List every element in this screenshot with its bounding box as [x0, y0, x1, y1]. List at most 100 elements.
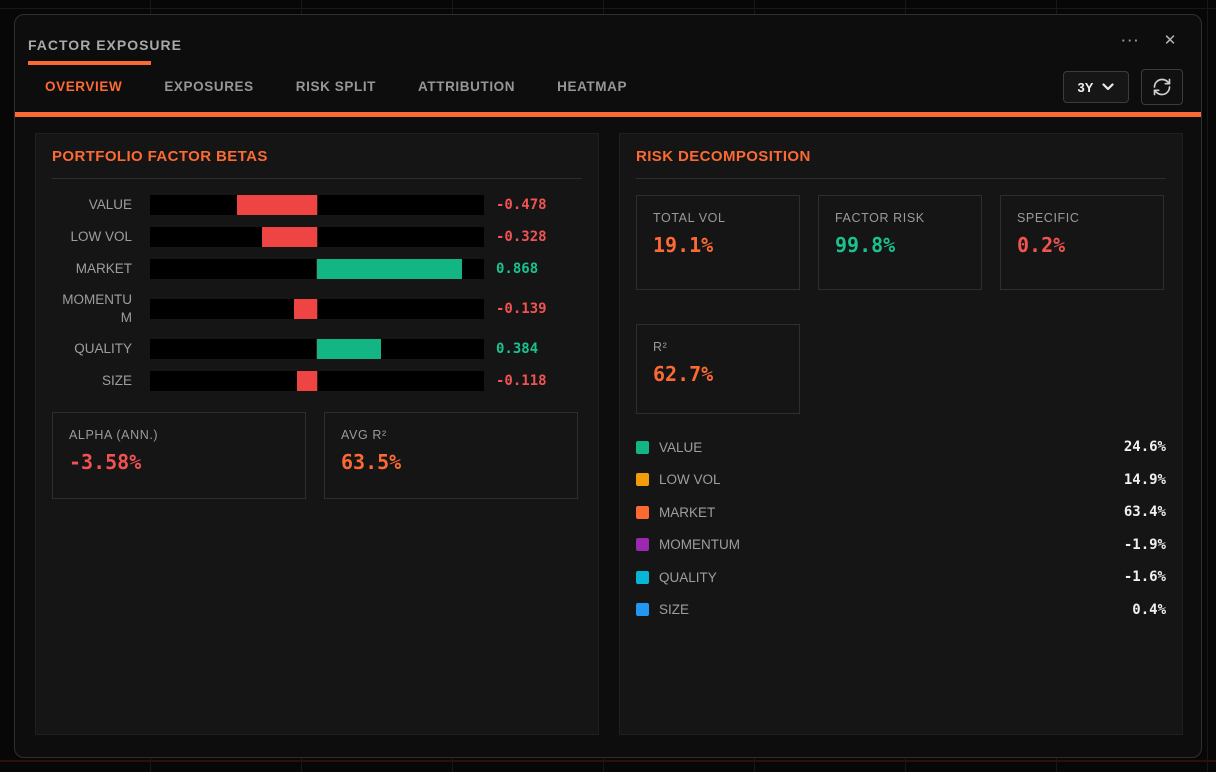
legend-value: 63.4%: [1123, 504, 1166, 521]
period-dropdown[interactable]: 3Y: [1063, 71, 1129, 103]
beta-label: MARKET: [75, 261, 132, 276]
zero-baseline: [316, 195, 318, 215]
legend-row-momentum: MOMENTUM -1.9%: [636, 529, 1166, 562]
chevron-down-icon: [1102, 83, 1115, 91]
stat-value: 0.2%: [1017, 233, 1066, 257]
tab-risk-split[interactable]: RISK SPLIT: [295, 79, 377, 94]
stat-value: 99.8%: [835, 233, 896, 257]
beta-bar-track: [150, 195, 484, 215]
beta-row-quality: QUALITY 0.384: [52, 339, 582, 359]
title-accent-bar: [28, 61, 151, 65]
window-title: FACTOR EXPOSURE: [28, 37, 182, 53]
beta-bar: [237, 195, 317, 215]
legend-value: 24.6%: [1123, 439, 1166, 456]
betas-stat-cards: ALPHA (ANN.) -3.58% AVG R² 63.5%: [52, 412, 582, 499]
zero-baseline: [316, 371, 318, 391]
beta-bar-track: [150, 339, 484, 359]
stat-card-factor-risk: FACTOR RISK 99.8%: [818, 195, 982, 290]
legend-label: MOMENTUM: [659, 537, 740, 553]
beta-value: -0.478: [496, 197, 547, 213]
tab-attribution[interactable]: ATTRIBUTION: [418, 79, 516, 94]
tab-exposures[interactable]: EXPOSURES: [164, 79, 254, 94]
legend-swatch-icon: [636, 603, 649, 617]
beta-row-momentum: MOMENTUM -0.139: [52, 291, 582, 327]
beta-label: SIZE: [101, 373, 132, 388]
stat-value: 62.7%: [653, 362, 714, 386]
more-options-button[interactable]: ···: [1113, 27, 1149, 53]
stat-card-r-: R² 62.7%: [636, 324, 800, 414]
zero-baseline: [316, 227, 318, 247]
beta-bar: [317, 339, 382, 359]
legend-row-value: VALUE 24.6%: [636, 431, 1166, 464]
beta-bar: [297, 371, 317, 391]
stat-label: TOTAL VOL: [653, 211, 726, 225]
beta-row-value: VALUE -0.478: [52, 195, 582, 215]
legend-row-low-vol: LOW VOL 14.9%: [636, 464, 1166, 497]
beta-row-size: SIZE -0.118: [52, 371, 582, 391]
divider: [636, 178, 1166, 179]
legend-value: 0.4%: [1132, 601, 1166, 618]
beta-label: VALUE: [88, 197, 132, 212]
risk-contribution-legend: VALUE 24.6% LOW VOL 14.9% MARKET 63.4% MOMENTU…: [636, 431, 1166, 626]
risk-decomposition-panel: RISK DECOMPOSITION TOTAL VOL 19.1% FACTOR …: [619, 133, 1183, 735]
legend-label: SIZE: [659, 602, 690, 618]
beta-row-low-vol: LOW VOL -0.328: [52, 227, 582, 247]
tab-heatmap[interactable]: HEATMAP: [557, 79, 628, 94]
panel-title: RISK DECOMPOSITION: [636, 148, 811, 165]
stat-card-avg-r-: AVG R² 63.5%: [324, 412, 578, 499]
legend-label: MARKET: [659, 504, 716, 520]
legend-label: QUALITY: [659, 569, 717, 585]
legend-swatch-icon: [636, 505, 649, 519]
beta-bar-track: [150, 227, 484, 247]
beta-bar: [293, 299, 317, 319]
beta-label: LOW VOL: [70, 229, 132, 244]
legend-row-quality: QUALITY -1.6%: [636, 561, 1166, 594]
header-accent-rule: [15, 112, 1201, 117]
beta-value: -0.139: [496, 301, 547, 317]
tab-bar: OVERVIEW EXPOSURES RISK SPLIT ATTRIBUTION HE…: [45, 79, 627, 94]
panel-title: PORTFOLIO FACTOR BETAS: [52, 148, 268, 165]
legend-value: -1.6%: [1123, 569, 1166, 586]
legend-row-market: MARKET 63.4%: [636, 496, 1166, 529]
period-value: 3Y: [1077, 79, 1094, 95]
legend-label: VALUE: [659, 439, 703, 455]
legend-value: -1.9%: [1123, 536, 1166, 553]
legend-swatch-icon: [636, 538, 649, 552]
beta-value: 0.868: [496, 261, 539, 277]
factor-exposure-dialog: FACTOR EXPOSURE ··· ✕ OVERVIEW EXPOSURES R…: [14, 14, 1202, 758]
refresh-button[interactable]: [1141, 69, 1183, 105]
stat-label: R²: [653, 340, 668, 354]
zero-baseline: [316, 299, 318, 319]
background-table-line: [0, 8, 1216, 9]
beta-bar: [262, 227, 317, 247]
legend-value: 14.9%: [1123, 471, 1166, 488]
beta-label: QUALITY: [74, 341, 132, 356]
beta-value: 0.384: [496, 341, 539, 357]
stat-card-specific: SPECIFIC 0.2%: [1000, 195, 1164, 290]
beta-bar-track: [150, 371, 484, 391]
stat-value: 19.1%: [653, 233, 714, 257]
close-button[interactable]: ✕: [1155, 25, 1185, 55]
beta-bar-track: [150, 299, 484, 319]
stat-card-alpha-ann-: ALPHA (ANN.) -3.58%: [52, 412, 306, 499]
tab-overview[interactable]: OVERVIEW: [45, 79, 123, 94]
stat-label: ALPHA (ANN.): [69, 428, 159, 442]
background-red-line: [0, 760, 1216, 762]
stat-value: -3.58%: [69, 450, 142, 474]
refresh-icon: [1153, 78, 1171, 96]
legend-swatch-icon: [636, 440, 649, 454]
risk-stat-cards: TOTAL VOL 19.1% FACTOR RISK 99.8% SPECIFIC 0.…: [636, 195, 1166, 414]
stat-label: SPECIFIC: [1017, 211, 1080, 225]
stat-label: FACTOR RISK: [835, 211, 925, 225]
portfolio-factor-betas-panel: PORTFOLIO FACTOR BETAS VALUE -0.478 LOW VO…: [35, 133, 599, 735]
stat-value: 63.5%: [341, 450, 402, 474]
stat-card-total-vol: TOTAL VOL 19.1%: [636, 195, 800, 290]
beta-bar-track: [150, 259, 484, 279]
beta-row-market: MARKET 0.868: [52, 259, 582, 279]
legend-label: LOW VOL: [659, 472, 721, 488]
ellipsis-icon: ···: [1121, 32, 1141, 48]
beta-label: MOMENTUM: [62, 292, 132, 325]
legend-row-size: SIZE 0.4%: [636, 594, 1166, 627]
divider: [52, 178, 582, 179]
beta-bar: [317, 259, 462, 279]
